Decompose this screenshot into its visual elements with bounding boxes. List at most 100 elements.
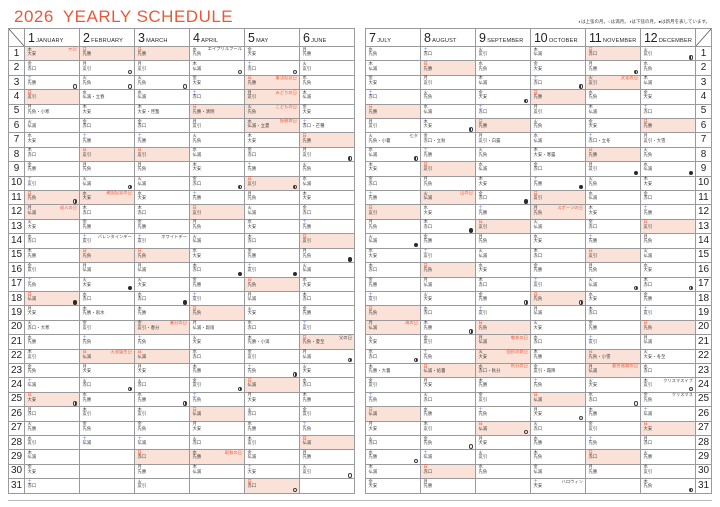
day-cell[interactable]: 水仏滅・立春 [79,89,135,105]
day-cell[interactable]: 水先勝 [134,391,190,408]
day-cell[interactable]: 水仏滅 [299,175,355,192]
day-cell[interactable]: 木赤口 [299,290,355,307]
day-cell[interactable]: 月仏滅 [79,262,135,278]
day-cell[interactable]: 土友引 [244,262,300,278]
day-cell[interactable]: 月先負 [365,218,421,235]
day-cell[interactable]: 金先勝 [189,276,245,292]
day-cell[interactable]: 木赤口 [134,204,190,220]
day-cell[interactable]: 金友引 [420,334,476,350]
day-cell[interactable]: 日仏滅 [365,406,421,422]
day-cell[interactable]: 木赤口 [530,247,586,264]
day-cell[interactable]: 木大安 [79,103,135,120]
day-cell[interactable]: 月先負 [299,247,355,264]
day-cell[interactable]: 木大安 [244,132,300,148]
day-cell[interactable]: 火赤口 [244,406,300,422]
day-cell[interactable]: 土大安 ハロウィン [530,478,586,494]
day-cell[interactable]: 土先勝 [365,190,421,206]
day-cell[interactable]: 土仏滅 [134,434,190,451]
day-cell[interactable]: 日友引 [24,89,80,105]
day-cell[interactable]: 火仏滅 [299,262,355,278]
day-cell[interactable]: 日大安 [640,420,696,436]
day-cell[interactable]: 月先負 [420,175,476,192]
day-cell[interactable]: 月大安 [530,406,586,422]
day-cell[interactable]: 金先勝 [365,276,421,292]
day-cell[interactable]: 土先負 [134,334,190,350]
day-cell[interactable]: 日先負 [24,190,80,206]
day-cell[interactable]: 日先勝 [640,118,696,134]
day-cell[interactable]: 火先負 [299,161,355,177]
day-cell[interactable]: 火大安 [189,334,245,350]
day-cell[interactable]: 金先勝 [244,247,300,264]
day-cell[interactable]: 日赤口 [585,45,641,62]
day-cell[interactable]: 日友引 [189,204,245,220]
day-cell[interactable]: 金大安 [365,74,421,91]
day-cell[interactable]: 日仏滅 [244,377,300,393]
day-cell[interactable]: 月仏滅 [420,276,476,292]
day-cell[interactable]: 木先勝 [475,377,531,393]
day-cell[interactable]: 金赤口 [79,118,135,134]
day-cell[interactable]: 土仏滅 [79,434,135,451]
day-cell[interactable]: 水赤口 [299,377,355,393]
day-cell[interactable]: 月仏滅 [244,290,300,307]
day-cell[interactable]: 火大安 [299,362,355,379]
day-cell[interactable]: 月大安 [244,391,300,408]
day-cell[interactable]: 水先負 [640,60,696,76]
day-cell[interactable]: 火先勝 [640,449,696,465]
day-cell[interactable]: 水先負 [475,60,531,76]
day-cell[interactable]: 水仏滅 [134,89,190,105]
day-cell[interactable]: 土友引 [585,334,641,350]
day-cell[interactable]: 月先負 スポーツの日 [530,204,586,220]
day-cell[interactable]: 木先勝 [585,406,641,422]
day-cell[interactable]: 月友引 [189,118,245,134]
day-cell[interactable]: 金大安 [640,89,696,105]
day-cell[interactable]: 日友引 [420,161,476,177]
day-cell[interactable]: 水仏滅 [475,161,531,177]
day-cell[interactable]: 日仏滅 天皇誕生日 [79,348,135,364]
day-cell[interactable]: 水先勝 昭和の日 [189,449,245,465]
day-cell[interactable]: 土先勝 [530,175,586,192]
day-cell[interactable]: 日先勝 [475,118,531,134]
day-cell[interactable]: 金先負 [79,420,135,436]
day-cell[interactable]: 月友引 [79,60,135,76]
day-cell[interactable]: 月大安 [24,305,80,321]
day-cell[interactable]: 火友引 [134,478,190,494]
day-cell[interactable]: 日先負 [365,305,421,321]
day-cell[interactable]: 水大安 [244,218,300,235]
day-cell[interactable]: 水赤口・秋分 秋分の日 [475,362,531,379]
day-cell[interactable]: 木友引 [244,434,300,451]
day-cell[interactable]: 土先勝 [189,190,245,206]
day-cell[interactable]: 金友引 [79,319,135,336]
day-cell[interactable]: 月友引・白露 [475,132,531,148]
day-cell[interactable]: 月仏滅 [640,334,696,350]
day-cell[interactable]: 火友引 文化の日 [585,74,641,91]
day-cell[interactable]: 日先負 [475,319,531,336]
day-cell[interactable]: 金赤口・立秋 [420,132,476,148]
day-cell[interactable]: 金赤口 [244,146,300,163]
day-cell[interactable]: 木先勝 [24,247,80,264]
day-cell[interactable]: 金大安 [530,60,586,76]
day-cell[interactable]: 土友引 [24,175,80,192]
day-cell[interactable]: 火仏滅 [134,175,190,192]
day-cell[interactable]: 土友引 バレンタインデー [79,233,135,249]
day-cell[interactable]: 木大安 [585,204,641,220]
day-cell[interactable]: 水大安 [24,132,80,148]
day-cell[interactable]: 月友引 [299,146,355,163]
day-cell[interactable]: 月大安 [475,434,531,451]
day-cell[interactable]: 火赤口 [134,377,190,393]
day-cell[interactable]: 水赤口 [79,290,135,307]
day-cell[interactable]: 金大安 [189,74,245,91]
day-cell[interactable]: 土先負 [299,420,355,436]
day-cell[interactable]: 日友引 [475,218,531,235]
day-cell[interactable]: 木仏滅 [530,45,586,62]
day-cell[interactable]: 月大安 [79,362,135,379]
day-cell[interactable]: 木先勝・雨水 [79,305,135,321]
day-cell[interactable]: 水大安 [134,190,190,206]
day-cell[interactable]: 土先勝 [24,74,80,91]
day-cell[interactable]: 日仏滅 [24,290,80,307]
day-cell[interactable]: 火先負 こどもの日 [244,103,300,120]
day-cell[interactable]: 火大安 [420,290,476,307]
day-cell[interactable]: 日仏滅 [189,406,245,422]
day-cell[interactable]: 日先負・夏至 父の日 [299,334,355,350]
day-cell[interactable]: 火赤口 [530,420,586,436]
day-cell[interactable]: 月先勝 [585,463,641,480]
